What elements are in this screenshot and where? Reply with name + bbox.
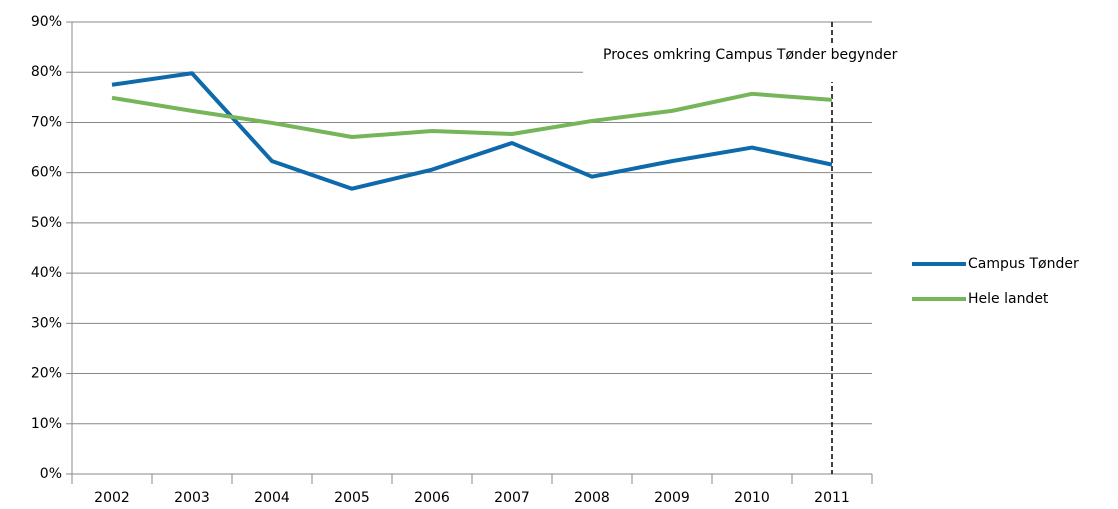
- series-line: [111, 91, 833, 140]
- y-tick-label: 60%: [31, 165, 62, 181]
- x-tick-label: 2002: [94, 490, 130, 506]
- annotation-box: [583, 44, 1003, 82]
- x-tick-label: 2007: [494, 490, 530, 506]
- y-tick-label: 70%: [31, 114, 62, 130]
- x-tick-label: 2005: [334, 490, 370, 506]
- legend-label: Campus Tønder: [968, 256, 1079, 272]
- x-tick-label: 2006: [414, 490, 450, 506]
- y-tick-label: 80%: [31, 64, 62, 80]
- y-tick-label: 90%: [31, 14, 62, 30]
- legend-label: Hele landet: [968, 291, 1049, 307]
- x-tick-label: 2008: [574, 490, 610, 506]
- x-tick-label: 2009: [654, 490, 690, 506]
- y-tick-label: 30%: [31, 315, 62, 331]
- y-tick-label: 0%: [40, 466, 62, 482]
- x-tick-label: 2010: [734, 490, 770, 506]
- annotation: Proces omkring Campus Tønder begynder: [603, 47, 898, 63]
- x-tick-label: 2004: [254, 490, 290, 506]
- y-tick-label: 40%: [31, 265, 62, 281]
- x-tick-label: 2003: [174, 490, 210, 506]
- x-tick-label: 2011: [814, 490, 850, 506]
- y-tick-label: 20%: [31, 366, 62, 382]
- y-tick-label: 10%: [31, 416, 62, 432]
- y-tick-label: 50%: [31, 215, 62, 231]
